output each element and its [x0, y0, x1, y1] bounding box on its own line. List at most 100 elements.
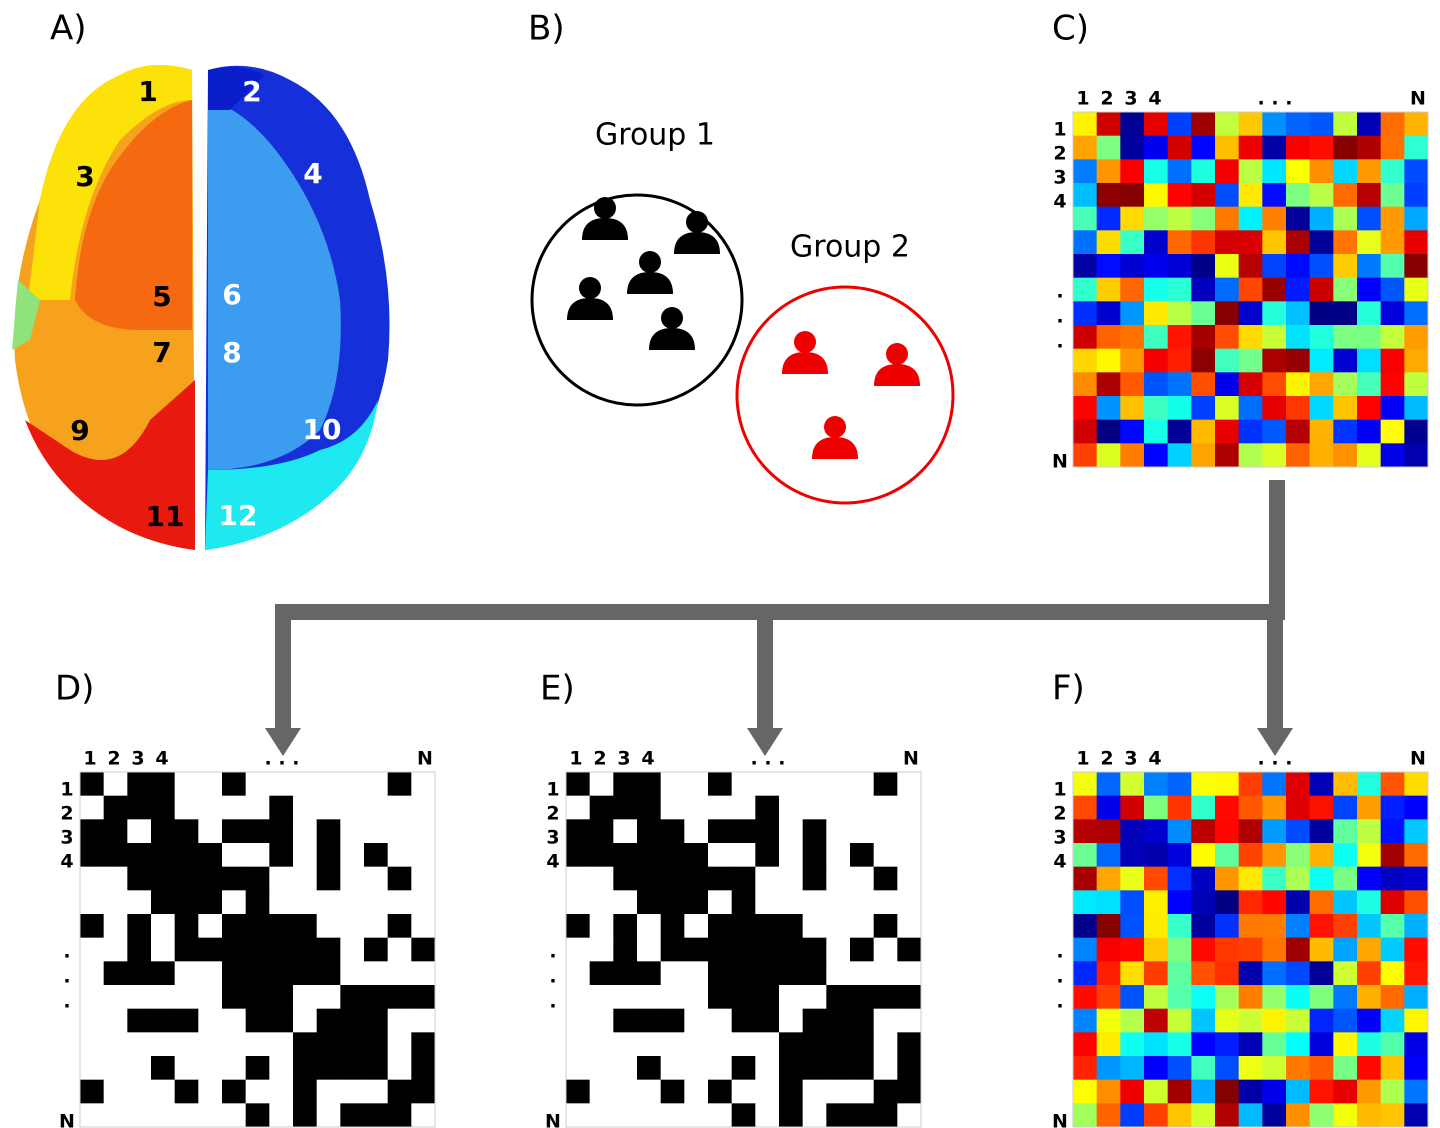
matrix-cell: [1097, 819, 1121, 843]
matrix-cell: [340, 1103, 364, 1127]
matrix-cell: [364, 819, 388, 843]
matrix-cell: [1381, 843, 1405, 867]
matrix-cell: [293, 772, 317, 796]
matrix-cell: [1191, 1032, 1215, 1056]
matrix-cell: [1215, 349, 1239, 373]
matrix-cell: [1144, 1103, 1168, 1127]
matrix-cell: [222, 772, 246, 796]
matrix-cell: [1073, 867, 1097, 891]
matrix-cell: [1262, 796, 1286, 820]
row-label: N: [59, 1111, 75, 1128]
matrix-cell: [897, 1080, 921, 1104]
matrix-cell: [1404, 301, 1428, 325]
matrix-cell: [661, 843, 685, 867]
row-label: 1: [1053, 119, 1066, 141]
matrix-cell: [1168, 396, 1192, 420]
matrix-cell: [1144, 819, 1168, 843]
matrix-cell: [1073, 1009, 1097, 1033]
matrix-cell: [1310, 1056, 1334, 1080]
matrix-cell: [1144, 325, 1168, 349]
matrix-cell: [1215, 985, 1239, 1009]
matrix-cell: [1144, 183, 1168, 207]
matrix-cell: [388, 1080, 412, 1104]
matrix-cell: [1333, 443, 1357, 467]
row-label: 3: [1053, 827, 1066, 849]
region-label: 2: [242, 75, 261, 108]
matrix-cell: [803, 772, 827, 796]
matrix-cell: [1168, 420, 1192, 444]
matrix-cell: [1381, 301, 1405, 325]
matrix-cell: [1097, 278, 1121, 302]
row-label: 4: [546, 851, 559, 873]
matrix-cell: [1310, 372, 1334, 396]
matrix-cell: [1357, 396, 1381, 420]
region-label: 4: [303, 157, 322, 190]
matrix-cell: [340, 985, 364, 1009]
matrix-cell: [1333, 914, 1357, 938]
matrix-cell: [80, 819, 104, 843]
matrix-cell: [1191, 420, 1215, 444]
matrix-cell: [80, 890, 104, 914]
matrix-cell: [222, 914, 246, 938]
matrix-cell: [779, 867, 803, 891]
matrix-cell: [1357, 278, 1381, 302]
matrix-cell: [1120, 443, 1144, 467]
matrix-cell: [1191, 183, 1215, 207]
matrix-cell: [874, 772, 898, 796]
matrix-cell: [1168, 1032, 1192, 1056]
matrix-cell: [779, 772, 803, 796]
matrix-cell: [1168, 301, 1192, 325]
matrix-cell: [826, 1056, 850, 1080]
matrix-cell: [826, 772, 850, 796]
matrix-cell: [1404, 796, 1428, 820]
matrix-cell: [708, 1103, 732, 1127]
matrix-cell: [1357, 1103, 1381, 1127]
matrix-cell: [198, 1080, 222, 1104]
matrix-cell: [364, 938, 388, 962]
matrix-cell: [1120, 985, 1144, 1009]
panel-label: C): [1052, 9, 1089, 49]
matrix-cell: [411, 843, 435, 867]
matrix-cell: [1262, 136, 1286, 160]
matrix-cell: [222, 1032, 246, 1056]
matrix-cell: [388, 796, 412, 820]
matrix-cell: [127, 843, 151, 867]
matrix-cell: [1168, 325, 1192, 349]
matrix-cell: [1286, 961, 1310, 985]
matrix-cell: [684, 890, 708, 914]
matrix-cell: [80, 1103, 104, 1127]
matrix-cell: [104, 819, 128, 843]
matrix-cell: [127, 1103, 151, 1127]
matrix-cell: [1144, 961, 1168, 985]
matrix-cell: [1357, 207, 1381, 231]
matrix-cell: [1144, 772, 1168, 796]
matrix-cell: [850, 1032, 874, 1056]
matrix-cell: [127, 1032, 151, 1056]
matrix-cell: [874, 796, 898, 820]
matrix-cell: [897, 1032, 921, 1056]
matrix-cell: [317, 1103, 341, 1127]
matrix-cell: [1191, 867, 1215, 891]
matrix-cell: [1239, 1009, 1263, 1033]
matrix-cell: [364, 772, 388, 796]
matrix-cell: [661, 1080, 685, 1104]
matrix-cell: [1286, 985, 1310, 1009]
matrix-cell: [1333, 112, 1357, 136]
matrix-cell: [1333, 136, 1357, 160]
row-label: 1: [546, 779, 559, 801]
matrix-cell: [1191, 349, 1215, 373]
matrix-cell: [317, 961, 341, 985]
matrix-cell: [803, 1032, 827, 1056]
matrix-cell: [1168, 183, 1192, 207]
matrix-cell: [80, 1032, 104, 1056]
matrix-cell: [1215, 772, 1239, 796]
matrix-cell: [1310, 207, 1334, 231]
matrix-cell: [850, 843, 874, 867]
matrix-cell: [755, 1080, 779, 1104]
matrix-cell: [317, 843, 341, 867]
matrix-cell: [198, 890, 222, 914]
matrix-cell: [388, 843, 412, 867]
matrix-cell: [755, 1103, 779, 1127]
matrix-cell: [1381, 136, 1405, 160]
matrix-cell: [411, 772, 435, 796]
